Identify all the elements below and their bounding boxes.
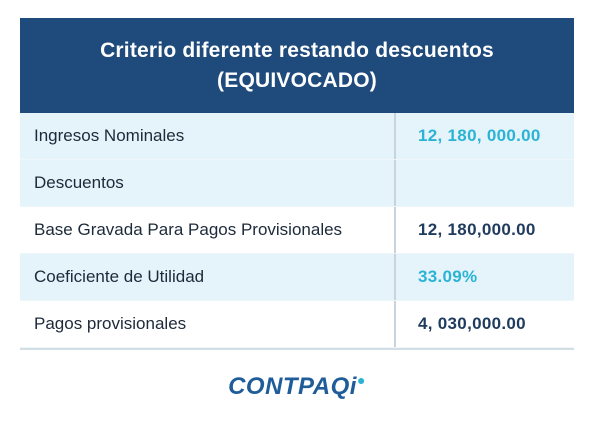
row-value: 4, 030,000.00 xyxy=(418,314,526,333)
row-label: Base Gravada Para Pagos Provisionales xyxy=(34,220,343,239)
logo-accent-icon: ● xyxy=(356,372,366,388)
logo-i: i xyxy=(349,373,357,400)
table-bottom-border xyxy=(20,348,574,350)
table-header: Criterio diferente restando descuentos (… xyxy=(20,18,574,113)
table-row-coeficiente: Coeficiente de Utilidad 33.09% xyxy=(20,254,574,301)
table-row-pagos: Pagos provisionales 4, 030,000.00 xyxy=(20,301,574,348)
table-row-ingresos: Ingresos Nominales 12, 180, 000.00 xyxy=(20,113,574,160)
header-subtitle: (EQUIVOCADO) xyxy=(217,68,377,92)
row-value: 12, 180, 000.00 xyxy=(418,126,541,145)
comparison-table: Criterio diferente restando descuentos (… xyxy=(20,18,574,350)
column-divider xyxy=(394,160,396,206)
row-value xyxy=(396,160,574,206)
table-row-descuentos: Descuentos xyxy=(20,160,574,207)
row-label: Descuentos xyxy=(34,173,124,192)
column-divider xyxy=(394,207,396,253)
column-divider xyxy=(394,254,396,300)
table-row-base-gravada: Base Gravada Para Pagos Provisionales 12… xyxy=(20,207,574,254)
logo-text: CONTPAQ xyxy=(228,373,350,400)
row-value: 33.09% xyxy=(418,267,478,286)
row-label: Coeficiente de Utilidad xyxy=(34,267,205,286)
row-label: Pagos provisionales xyxy=(34,314,187,333)
column-divider xyxy=(394,301,396,347)
contpaqi-logo: CONTPAQi● xyxy=(0,372,594,401)
column-divider xyxy=(394,113,396,159)
row-value: 12, 180,000.00 xyxy=(418,220,536,239)
header-title: Criterio diferente restando descuentos xyxy=(100,38,494,62)
row-label: Ingresos Nominales xyxy=(34,126,185,145)
